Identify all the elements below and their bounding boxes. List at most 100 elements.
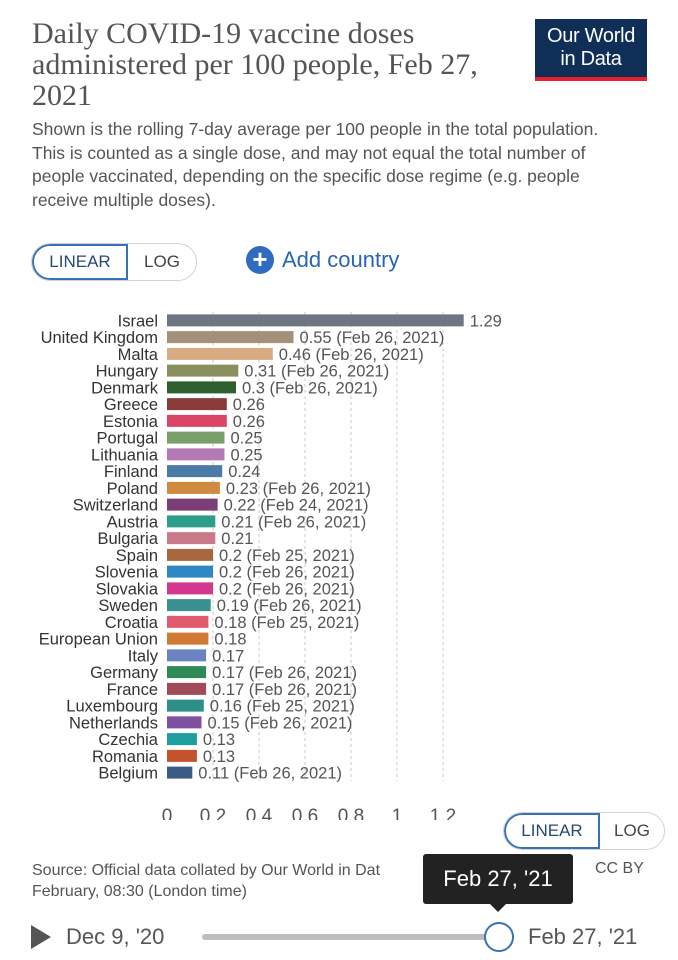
x-tick-label: 1.2 <box>430 806 456 820</box>
x-tick-label: 0 <box>162 806 173 820</box>
bar-value-label: 0.26 <box>233 396 265 414</box>
linear-scale-button[interactable]: LINEAR <box>32 244 128 280</box>
bar-value-label: 0.17 (Feb 26, 2021) <box>212 681 357 699</box>
bar-category-label: Malta <box>118 346 159 364</box>
bar-category-label: Hungary <box>96 363 159 381</box>
bar-category-label: Poland <box>107 480 158 498</box>
bar[interactable] <box>167 632 209 645</box>
bar-category-label: Romania <box>92 748 159 766</box>
bar-value-label: 0.2 (Feb 26, 2021) <box>219 564 355 582</box>
bar-value-label: 0.31 (Feb 26, 2021) <box>244 363 389 381</box>
bar-category-label: Netherlands <box>69 714 158 732</box>
bar[interactable] <box>167 582 213 595</box>
bar-value-label: 0.21 <box>221 530 253 548</box>
bar-category-label: Italy <box>128 647 159 665</box>
bar-category-label: Denmark <box>91 379 159 397</box>
bar[interactable] <box>167 448 225 461</box>
x-tick-label: 0.4 <box>246 806 273 820</box>
bar[interactable] <box>167 465 223 478</box>
x-tick-label: 1 <box>392 806 403 820</box>
source-note: Source: Official data collated by Our Wo… <box>32 860 432 902</box>
log-scale-button[interactable]: LOG <box>144 252 180 271</box>
timeline-start-date[interactable]: Dec 9, '20 <box>66 924 165 949</box>
bar-category-label: Luxembourg <box>66 698 158 716</box>
bar[interactable] <box>167 548 213 561</box>
bar-value-label: 0.18 <box>214 631 246 649</box>
bar-category-label: Sweden <box>98 597 158 615</box>
logo-line-2: in Data <box>560 48 622 70</box>
bar[interactable] <box>167 331 294 344</box>
bar-category-label: Bulgaria <box>97 530 158 548</box>
bar[interactable] <box>167 314 464 327</box>
bar[interactable] <box>167 599 211 612</box>
bar-value-label: 0.11 (Feb 26, 2021) <box>198 765 342 783</box>
bar[interactable] <box>167 682 207 695</box>
bar-value-label: 0.16 (Feb 25, 2021) <box>210 698 355 716</box>
bar-value-label: 0.21 (Feb 26, 2021) <box>221 513 366 531</box>
date-tooltip: Feb 27, '21 <box>423 854 573 904</box>
bar-value-label: 0.19 (Feb 26, 2021) <box>217 597 362 615</box>
bar-chart: Israel 1.29 United Kingdom 0.55 (Feb 26, 20… <box>39 312 502 820</box>
chart-title: Daily COVID-19 vaccine doses administere… <box>32 17 478 112</box>
bar[interactable] <box>167 347 273 360</box>
bar[interactable] <box>167 481 220 494</box>
log-axis-button[interactable]: LOG <box>614 821 650 840</box>
x-tick-label: 0.6 <box>292 806 318 820</box>
bar-value-label: 0.26 <box>233 413 265 431</box>
bar-category-label: France <box>107 681 158 699</box>
bar[interactable] <box>167 649 207 662</box>
bar-value-label: 0.23 (Feb 26, 2021) <box>226 480 371 498</box>
bar-category-label: Croatia <box>105 614 159 632</box>
bar-value-label: 0.17 (Feb 26, 2021) <box>212 664 357 682</box>
bar-category-label: Spain <box>116 547 158 565</box>
plus-circle-icon: + <box>246 246 274 274</box>
license-link[interactable]: CC BY <box>595 860 644 877</box>
bar-value-label: 0.15 (Feb 26, 2021) <box>208 714 353 732</box>
bar[interactable] <box>167 414 227 427</box>
bar-category-label: Lithuania <box>91 446 159 464</box>
bar[interactable] <box>167 766 193 779</box>
bar-value-label: 0.3 (Feb 26, 2021) <box>242 379 378 397</box>
bar[interactable] <box>167 381 236 394</box>
bar-category-label: United Kingdom <box>41 329 158 347</box>
bar[interactable] <box>167 364 239 377</box>
bar-category-label: Slovakia <box>96 580 159 598</box>
bar-category-label: Slovenia <box>95 564 159 582</box>
timeline-slider-track[interactable] <box>202 934 498 940</box>
bar-category-label: Czechia <box>98 731 158 749</box>
timeline-end-date[interactable]: Feb 27, '21 <box>528 924 638 949</box>
bar-category-label: Austria <box>107 513 159 531</box>
bar[interactable] <box>167 749 197 762</box>
bar[interactable] <box>167 615 209 628</box>
bar[interactable] <box>167 498 218 511</box>
linear-axis-button[interactable]: LINEAR <box>504 813 600 849</box>
bar[interactable] <box>167 431 225 444</box>
bar-category-label: Switzerland <box>73 497 158 515</box>
bar-value-label: 0.46 (Feb 26, 2021) <box>279 346 424 364</box>
bar-value-label: 0.25 <box>231 446 263 464</box>
bar-value-label: 0.2 (Feb 25, 2021) <box>219 547 355 565</box>
bar[interactable] <box>167 716 202 729</box>
bar[interactable] <box>167 398 227 411</box>
bar-value-label: 0.13 <box>203 731 235 749</box>
bar[interactable] <box>167 565 213 578</box>
source-line-2: February, 08:30 (London time) <box>32 883 247 900</box>
timeline-slider-handle[interactable] <box>484 922 514 952</box>
bar[interactable] <box>167 699 204 712</box>
owid-logo[interactable]: Our World in Data <box>535 19 647 81</box>
bar-value-label: 0.2 (Feb 26, 2021) <box>219 580 355 598</box>
source-line-1: Source: Official data collated by Our Wo… <box>32 862 381 879</box>
bar-category-label: Estonia <box>103 413 159 431</box>
x-tick-label: 0.8 <box>338 806 364 820</box>
add-country-label: Add country <box>282 247 400 272</box>
add-country-button[interactable]: + Add country <box>246 246 399 274</box>
bar[interactable] <box>167 733 197 746</box>
bar[interactable] <box>167 666 207 679</box>
bar[interactable] <box>167 532 216 545</box>
bar-value-label: 1.29 <box>470 312 502 330</box>
play-icon[interactable] <box>31 925 51 949</box>
bar-value-label: 0.25 <box>231 430 263 448</box>
bar[interactable] <box>167 515 216 528</box>
logo-line-1: Our World <box>546 25 636 47</box>
bar-value-label: 0.24 <box>228 463 260 481</box>
